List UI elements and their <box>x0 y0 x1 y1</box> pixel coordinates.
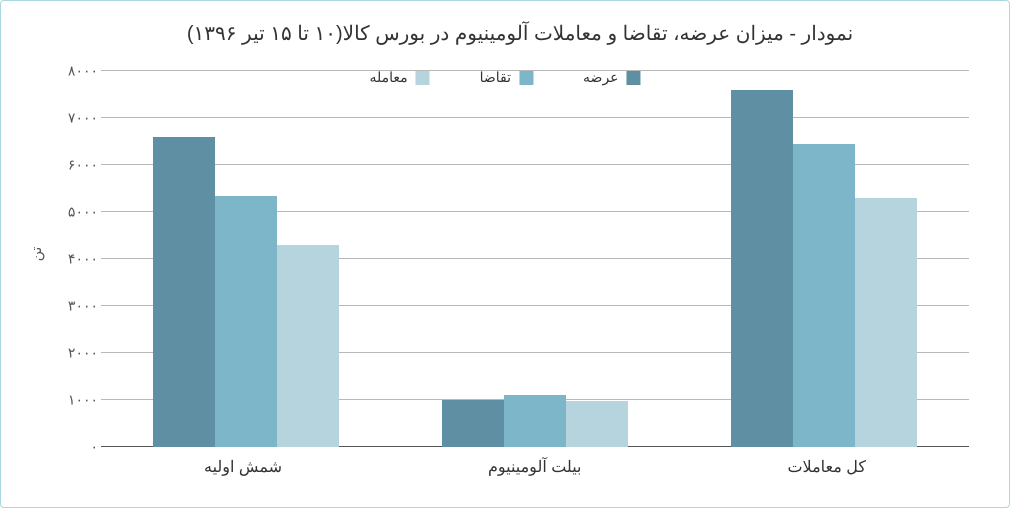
chart-title: نمودار - میزان عرضه، تقاضا و معاملات آلو… <box>61 21 979 46</box>
bar-ingot-trade <box>277 245 339 447</box>
bar-total-trade <box>855 198 917 447</box>
legend-label-demand: تقاضا <box>480 69 511 86</box>
y-tick: ۲۰۰۰ <box>56 345 98 362</box>
bar-ingot-demand <box>215 196 277 447</box>
y-tick: ۱۰۰۰ <box>56 392 98 409</box>
legend-item-demand: تقاضا <box>480 69 533 86</box>
y-tick: ۶۰۰۰ <box>56 157 98 174</box>
category-group-billet <box>442 71 628 447</box>
bar-billet-trade <box>566 401 628 447</box>
y-tick: ۴۰۰۰ <box>56 251 98 268</box>
y-tick: ۸۰۰۰ <box>56 63 98 80</box>
y-tick: ۷۰۰۰ <box>56 110 98 127</box>
y-axis: ۰ ۱۰۰۰ ۲۰۰۰ ۳۰۰۰ ۴۰۰۰ ۵۰۰۰ ۶۰۰۰ ۷۰۰۰ ۸۰۰… <box>56 71 98 447</box>
bar-billet-supply <box>442 400 504 447</box>
x-label-ingot: شمش اولیه <box>204 457 282 477</box>
legend-swatch-supply <box>627 71 641 85</box>
bars-area <box>101 71 969 447</box>
x-axis-labels: شمش اولیه بیلت آلومینیوم کل معاملات <box>101 457 969 477</box>
legend-swatch-demand <box>519 71 533 85</box>
x-label-total: کل معاملات <box>787 457 866 477</box>
bar-total-supply <box>731 90 793 447</box>
category-group-ingot <box>153 71 339 447</box>
bar-total-demand <box>793 144 855 447</box>
x-label-billet: بیلت آلومینیوم <box>488 457 582 477</box>
legend-label-supply: عرضه <box>583 69 618 86</box>
legend-swatch-trade <box>416 71 430 85</box>
bar-ingot-supply <box>153 137 215 447</box>
legend: عرضه تقاضا معامله <box>369 69 640 86</box>
y-tick: ۰ <box>56 439 98 456</box>
category-group-total <box>731 71 917 447</box>
legend-label-trade: معامله <box>369 69 407 86</box>
y-axis-label: تن <box>28 247 45 262</box>
plot-area <box>101 71 969 447</box>
legend-item-supply: عرضه <box>583 69 640 86</box>
chart-container: نمودار - میزان عرضه، تقاضا و معاملات آلو… <box>0 0 1010 508</box>
y-tick: ۵۰۰۰ <box>56 204 98 221</box>
legend-item-trade: معامله <box>369 69 429 86</box>
bar-billet-demand <box>504 395 566 447</box>
y-tick: ۳۰۰۰ <box>56 298 98 315</box>
